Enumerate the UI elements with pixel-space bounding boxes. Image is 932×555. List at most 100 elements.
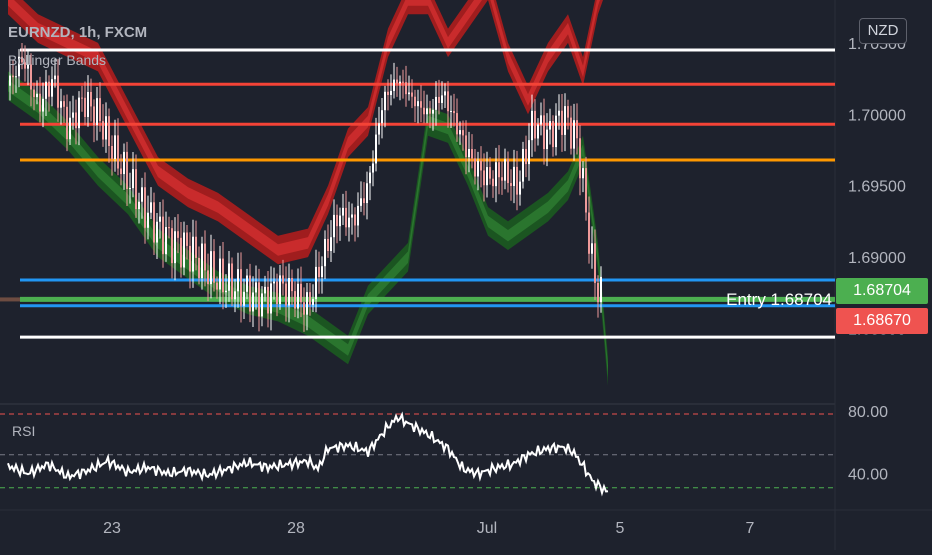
candle-body — [39, 93, 41, 112]
candle-body — [225, 290, 227, 293]
candle-body — [87, 91, 89, 117]
candle-body — [207, 270, 209, 285]
candle-body — [339, 215, 341, 227]
candle-body — [114, 135, 116, 160]
candle-body — [363, 198, 365, 204]
candle-body — [309, 292, 311, 305]
candle-body — [45, 81, 47, 99]
candle-body — [486, 167, 488, 186]
candle-body — [123, 151, 125, 175]
candle-body — [111, 146, 113, 160]
candle-body — [195, 236, 197, 258]
candle-body — [519, 181, 521, 195]
candle-body — [375, 134, 377, 164]
candle-body — [534, 110, 536, 139]
candle-body — [372, 163, 374, 173]
candle-body — [75, 112, 77, 129]
candle-body — [576, 120, 578, 139]
candle-body — [105, 116, 107, 140]
candle-body — [222, 258, 224, 293]
currency-badge[interactable]: NZD — [859, 18, 907, 44]
candle-body — [402, 81, 404, 83]
candle-body — [492, 178, 494, 187]
candle-body — [30, 64, 32, 90]
candle-body — [9, 75, 11, 86]
candle-body — [567, 106, 569, 118]
candle-body — [132, 169, 134, 189]
candle-body — [165, 227, 167, 255]
candle-body — [501, 177, 503, 181]
candle-body — [324, 238, 326, 267]
candle-body — [249, 275, 251, 312]
candle-body — [159, 216, 161, 222]
candle-body — [459, 130, 461, 135]
candle-body — [465, 135, 467, 158]
candle-body — [66, 106, 68, 140]
candle-body — [201, 243, 203, 279]
candle-body — [93, 106, 95, 126]
candle-body — [330, 237, 332, 251]
candle-body — [276, 281, 278, 305]
candle-body — [600, 276, 602, 303]
candle-body — [321, 266, 323, 278]
candle-body — [234, 291, 236, 300]
candle-body — [162, 216, 164, 255]
candle-body — [261, 293, 263, 317]
candle-body — [504, 159, 506, 181]
candle-body — [507, 159, 509, 184]
candle-body — [57, 75, 59, 108]
candle-body — [522, 148, 524, 182]
candle-body — [462, 130, 464, 136]
candle-body — [138, 201, 140, 210]
candle-body — [318, 266, 320, 278]
candle-body — [285, 283, 287, 306]
candle-body — [543, 115, 545, 150]
candle-body — [102, 121, 104, 140]
candle-body — [51, 79, 53, 97]
rsi-label[interactable]: RSI — [12, 423, 36, 439]
candle-body — [12, 75, 14, 78]
candle-body — [381, 110, 383, 124]
candle-body — [432, 109, 434, 114]
candle-body — [18, 56, 20, 77]
candle-body — [279, 275, 281, 305]
candle-body — [420, 101, 422, 108]
time-axis-tick: 23 — [103, 520, 121, 537]
candle-body — [414, 96, 416, 107]
candle-body — [546, 129, 548, 150]
candle-body — [27, 64, 29, 69]
candle-body — [120, 168, 122, 175]
candle-body — [384, 91, 386, 111]
candle-body — [408, 92, 410, 95]
candle-body — [297, 283, 299, 309]
candle-body — [591, 243, 593, 254]
candle-body — [198, 257, 200, 279]
candle-body — [354, 214, 356, 226]
candle-body — [366, 183, 368, 204]
candle-body — [405, 82, 407, 95]
candle-body — [246, 275, 248, 292]
candle-body — [36, 93, 38, 98]
indicator-label[interactable]: Bollinger Bands — [8, 52, 107, 68]
candle-body — [579, 138, 581, 179]
candle-body — [471, 149, 473, 159]
candle-body — [312, 299, 314, 305]
candle-body — [135, 169, 137, 210]
candle-body — [99, 98, 101, 122]
candle-body — [348, 217, 350, 228]
candle-body — [525, 148, 527, 165]
rsi-line[interactable] — [7, 411, 609, 497]
candle-body — [186, 232, 188, 246]
candle-body — [288, 278, 290, 306]
time-axis-tick: 7 — [746, 520, 755, 537]
candle-body — [351, 214, 353, 218]
price-axis-tick: 1.69000 — [848, 250, 906, 267]
candle-body — [423, 107, 425, 115]
candle-body — [573, 120, 575, 149]
candle-body — [540, 115, 542, 125]
candle-body — [447, 91, 449, 112]
candle-body — [300, 283, 302, 303]
candle-body — [510, 183, 512, 186]
